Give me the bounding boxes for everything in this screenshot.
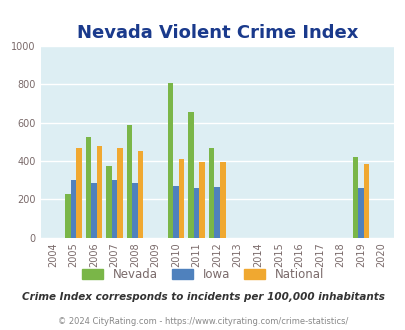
Bar [117, 148, 123, 238]
Bar [209, 148, 214, 238]
Bar [363, 164, 369, 238]
Title: Nevada Violent Crime Index: Nevada Violent Crime Index [76, 24, 357, 42]
Bar [357, 188, 363, 238]
Bar [214, 187, 220, 238]
Bar [167, 82, 173, 238]
Bar [106, 166, 111, 238]
Bar [85, 137, 91, 238]
Bar [199, 162, 205, 238]
Bar [173, 186, 179, 238]
Bar [70, 180, 76, 238]
Bar [126, 125, 132, 238]
Bar [352, 157, 357, 238]
Bar [194, 188, 199, 238]
Bar [76, 148, 81, 238]
Bar [65, 194, 70, 238]
Bar [220, 162, 225, 238]
Legend: Nevada, Iowa, National: Nevada, Iowa, National [77, 263, 328, 286]
Bar [188, 112, 194, 238]
Bar [91, 183, 96, 238]
Bar [111, 180, 117, 238]
Text: © 2024 CityRating.com - https://www.cityrating.com/crime-statistics/: © 2024 CityRating.com - https://www.city… [58, 317, 347, 326]
Text: Crime Index corresponds to incidents per 100,000 inhabitants: Crime Index corresponds to incidents per… [21, 292, 384, 302]
Bar [138, 150, 143, 238]
Bar [132, 183, 138, 238]
Bar [179, 159, 184, 238]
Bar [96, 146, 102, 238]
